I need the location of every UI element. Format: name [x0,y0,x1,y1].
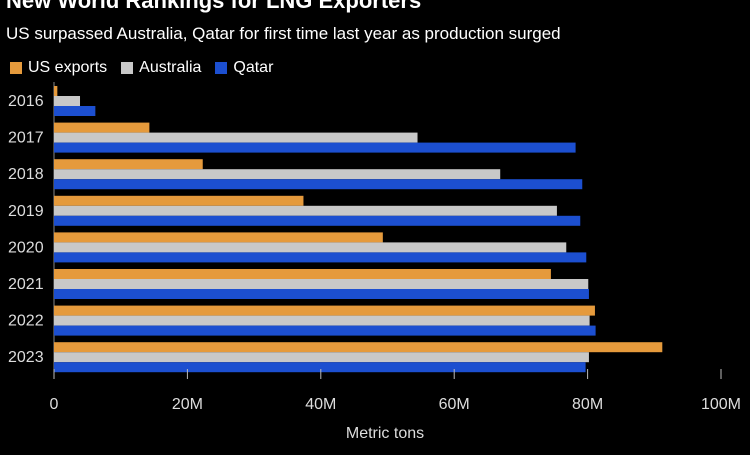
legend-label-australia: Australia [139,59,202,76]
legend-label-us-exports: US exports [28,59,108,76]
bar-us-exports-2021 [54,269,551,279]
y-tick-label: 2017 [8,130,44,147]
bar-qatar-2021 [54,289,589,299]
x-tick-label: 80M [572,396,603,413]
chart-title: New World Rankings for LNG Exporters [6,0,422,13]
x-tick-label: 60M [439,396,470,413]
bar-us-exports-2017 [54,122,150,133]
chart-subtitle: US surpassed Australia, Qatar for first … [6,24,561,43]
y-tick-label: 2016 [8,93,44,110]
bar-qatar-2019 [54,215,581,226]
bar-australia-2018 [54,169,501,180]
x-tick-label: 0 [50,396,59,413]
bar-qatar-2020 [54,252,587,263]
bar-us-exports-2019 [54,195,304,206]
bar-us-exports-2016 [54,86,58,96]
x-tick-label: 20M [172,396,203,413]
bar-australia-2019 [54,205,557,216]
legend-swatch-australia [121,62,134,74]
bar-us-exports-2018 [54,159,203,170]
legend-label-qatar: Qatar [233,59,274,76]
x-axis-label: Metric tons [346,425,424,442]
legend-item-qatar: Qatar [215,59,273,77]
bar-us-exports-2022 [54,305,595,316]
bar-qatar-2022 [54,325,596,336]
bar-australia-2017 [54,132,418,143]
bar-australia-2020 [54,242,567,253]
bar-us-exports-2023 [54,342,663,353]
bar-australia-2016 [54,96,81,106]
y-tick-label: 2023 [8,349,44,366]
legend: US exports Australia Qatar [10,59,273,77]
bar-us-exports-2020 [54,232,383,243]
bar-qatar-2017 [54,142,576,153]
y-tick-label: 2018 [8,166,44,183]
y-tick-label: 2020 [8,239,44,256]
x-tick-label: 100M [701,396,741,413]
bar-qatar-2018 [54,179,583,190]
legend-item-us-exports: US exports [10,59,107,77]
y-tick-label: 2021 [8,276,44,293]
y-tick-label: 2019 [8,203,44,220]
legend-item-australia: Australia [121,59,201,77]
legend-swatch-qatar [215,62,228,74]
bar-australia-2023 [54,352,589,363]
y-tick-label: 2022 [8,313,44,330]
bar-australia-2021 [54,279,589,289]
legend-swatch-us-exports [10,62,22,74]
bar-australia-2022 [54,315,590,326]
x-tick-label: 40M [305,396,336,413]
bar-qatar-2016 [54,106,96,116]
bar-qatar-2023 [54,362,586,373]
